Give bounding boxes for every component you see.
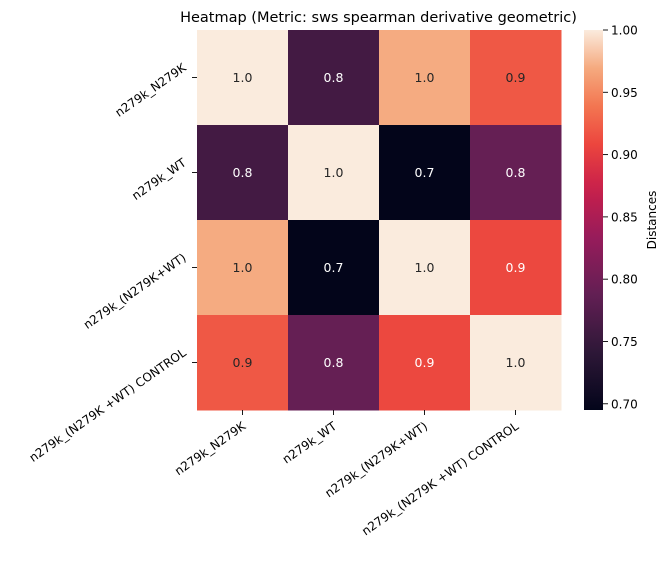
cell-annotation: 0.8 — [324, 355, 344, 370]
cell-annotations: 1.0 0.8 1.0 0.9 0.8 1.0 0.7 0.8 1.0 0.7 1.0 0.9 0.9 0… — [233, 70, 526, 370]
heatmap-cell — [379, 125, 471, 221]
colorbar-ticks: 0.70 0.75 0.80 0.85 0.90 0.95 1.00 — [603, 24, 638, 411]
y-tick-label: n279k_N279K — [113, 60, 190, 120]
x-tick-label: n279k_N279K — [172, 418, 249, 478]
colorbar: 0.70 0.75 0.80 0.85 0.90 0.95 1.00 Distances — [584, 24, 659, 411]
cell-annotation: 0.9 — [233, 355, 253, 370]
colorbar-tick-label: 0.85 — [611, 210, 638, 224]
colorbar-gradient — [584, 30, 603, 410]
colorbar-tick-label: 0.90 — [611, 148, 638, 162]
x-tick-label: n279k_(N279K +WT) CONTROL — [359, 419, 521, 539]
heatmap-cell — [288, 125, 380, 221]
y-tick-label: n279k_WT — [129, 155, 189, 203]
colorbar-tick-label: 1.00 — [611, 24, 638, 38]
cell-annotation: 0.9 — [506, 70, 526, 85]
y-tick-label: n279k_(N279K+WT) — [81, 250, 189, 331]
cell-annotation: 1.0 — [233, 70, 253, 85]
heatmap-cell — [197, 315, 289, 411]
cell-annotation: 1.0 — [324, 165, 344, 180]
cell-annotation: 0.8 — [324, 70, 344, 85]
heatmap-cells — [197, 30, 562, 411]
cell-annotation: 0.9 — [415, 355, 435, 370]
cell-annotation: 1.0 — [415, 70, 435, 85]
cell-annotation: 0.8 — [506, 165, 526, 180]
heatmap-cell — [379, 315, 471, 411]
heatmap-cell — [470, 30, 562, 126]
heatmap-cell — [197, 220, 289, 316]
x-tick-label: n279k_WT — [280, 419, 340, 467]
colorbar-tick-label: 0.70 — [611, 397, 638, 411]
cell-annotation: 0.9 — [506, 260, 526, 275]
heatmap-cell — [197, 125, 289, 221]
colorbar-tick-label: 0.80 — [611, 273, 638, 287]
heatmap-cell — [379, 220, 471, 316]
heatmap-cell — [379, 30, 471, 126]
cell-annotation: 0.7 — [324, 260, 344, 275]
heatmap-cell — [470, 315, 562, 411]
cell-annotation: 0.8 — [233, 165, 253, 180]
colorbar-label: Distances — [645, 191, 659, 250]
heatmap-cell — [288, 30, 380, 126]
heatmap-cell — [470, 220, 562, 316]
y-tick-label: n279k_(N279K +WT) CONTROL — [27, 345, 189, 465]
cell-annotation: 1.0 — [415, 260, 435, 275]
heatmap-cell — [288, 315, 380, 411]
cell-annotation: 0.7 — [415, 165, 435, 180]
cell-annotation: 1.0 — [506, 355, 526, 370]
colorbar-tick-label: 0.95 — [611, 86, 638, 100]
cell-annotation: 1.0 — [233, 260, 253, 275]
heatmap-cell — [470, 125, 562, 221]
heatmap-cell — [197, 30, 289, 126]
heatmap-cell — [288, 220, 380, 316]
colorbar-tick-label: 0.75 — [611, 335, 638, 349]
y-axis: n279k_N279K n279k_WT n279k_(N279K+WT) n279k… — [27, 60, 197, 465]
x-axis: n279k_N279K n279k_WTn279k_(N279K+WT)n279k… — [172, 410, 521, 538]
chart-title: Heatmap (Metric: sws spearman derivative… — [180, 10, 577, 26]
